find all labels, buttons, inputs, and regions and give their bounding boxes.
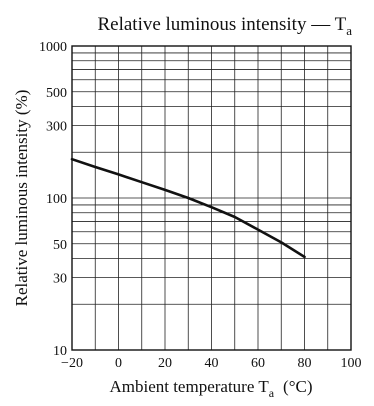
x-axis-label-main: Ambient temperature T (109, 377, 269, 396)
x-axis-label-unit: (°C) (283, 377, 312, 396)
x-tick-label: 0 (115, 356, 122, 371)
x-axis-label: Ambient temperature Ta (°C) (109, 377, 312, 400)
data-layer (70, 157, 306, 259)
x-tick-label: 20 (158, 356, 172, 371)
grid-layer (71, 45, 352, 351)
x-tick-label: 80 (298, 356, 312, 371)
tick-layer: −20 0 20 40 60 80 100 10 30 50 100 300 500 1000 (39, 40, 362, 371)
y-axis-label: Relative luminous intensity (%) (12, 90, 31, 307)
y-tick-label: 50 (53, 238, 67, 253)
x-tick-label: 40 (205, 356, 219, 371)
y-tick-label: 30 (53, 271, 67, 286)
y-tick-label: 300 (46, 119, 67, 134)
chart-title-subscript: a (346, 23, 352, 38)
plot-frame (71, 45, 352, 351)
x-axis-label-subscript: a (269, 386, 275, 400)
y-tick-label: 1000 (39, 40, 67, 55)
y-tick-label: 100 (46, 192, 67, 207)
x-tick-label: 60 (251, 356, 265, 371)
y-tick-label: 10 (53, 344, 67, 359)
x-tick-label: −20 (61, 356, 83, 371)
chart-title: Relative luminous intensity — Ta (97, 14, 352, 38)
y-tick-label: 500 (46, 86, 67, 101)
chart-title-main: Relative luminous intensity — T (97, 14, 346, 35)
series-line (70, 157, 306, 259)
x-tick-label: 100 (341, 356, 362, 371)
